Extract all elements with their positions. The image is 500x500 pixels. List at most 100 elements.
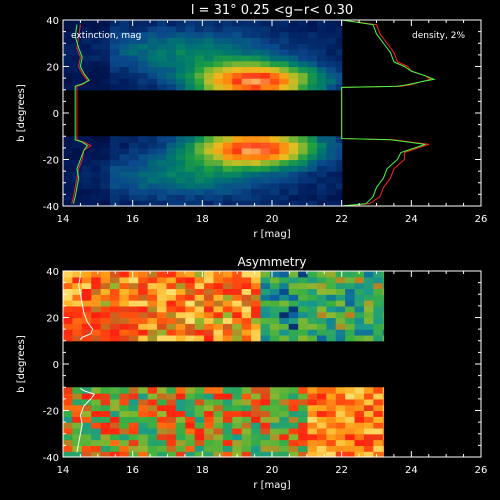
- panel2-heatmap-cell: [363, 439, 374, 446]
- panel1-heatmap-cell: [307, 136, 318, 143]
- panel2-heatmap-cell: [222, 439, 233, 446]
- panel1-heatmap-cell: [232, 60, 243, 68]
- panel2-heatmap-cell: [241, 276, 252, 284]
- panel2-heatmap-cell: [269, 288, 280, 295]
- panel1-heatmap-cell: [175, 142, 186, 149]
- panel2-heatmap-cell: [335, 294, 346, 301]
- panel2-heatmap-cell: [81, 288, 92, 295]
- panel2-heatmap-cell: [204, 282, 215, 290]
- panel1-heatmap-cell: [110, 159, 121, 166]
- panel2-heatmap-cell: [288, 398, 299, 406]
- panel2-heatmap-cell: [222, 323, 233, 330]
- panel2-heatmap-cell: [382, 451, 385, 458]
- panel2-heatmap-cell: [166, 393, 177, 400]
- panel2-heatmap-cell: [194, 294, 205, 301]
- panel1-heatmap-cell: [138, 200, 149, 207]
- panel2-heatmap-cell: [185, 451, 196, 458]
- panel2-heatmap-cell: [119, 276, 130, 284]
- panel2-heatmap-cell: [241, 271, 252, 278]
- panel2-heatmap-cell: [260, 300, 271, 307]
- panel2-heatmap-cell: [119, 271, 130, 278]
- panel1-heatmap-cell: [288, 188, 299, 195]
- panel2-heatmap-cell: [175, 323, 186, 330]
- panel2-heatmap-cell: [279, 427, 290, 435]
- panel2-heatmap-cell: [138, 276, 149, 284]
- panel1-heatmap-cell: [288, 182, 299, 190]
- panel1-heatmap-cell: [241, 182, 252, 190]
- panel1-heatmap-cell: [288, 31, 299, 39]
- panel2-heatmap-cell: [269, 427, 280, 435]
- panel2-heatmap-cell: [175, 393, 186, 400]
- panel1-heatmap-cell: [175, 136, 186, 143]
- panel2-heatmap-cell: [269, 398, 280, 406]
- panel1-heatmap-cell: [175, 171, 186, 178]
- panel1-heatmap-cell: [128, 83, 139, 91]
- panel1-heatmap-cell: [222, 43, 233, 50]
- panel1-heatmap-cell: [269, 43, 280, 50]
- panel1-heatmap-cell: [204, 153, 215, 161]
- panel1-heatmap-cell: [232, 83, 243, 91]
- panel2-heatmap-cell: [110, 445, 121, 452]
- panel1-heatmap-cell: [119, 171, 130, 178]
- panel1-heatmap-cell: [213, 165, 224, 172]
- panel2-heatmap-cell: [232, 398, 243, 406]
- panel2-heatmap-cell: [175, 294, 186, 301]
- panel2-heatmap-cell: [213, 445, 224, 452]
- panel2-heatmap-cell: [260, 427, 271, 435]
- panel2-heatmap-cell: [260, 271, 271, 278]
- panel2-heatmap-cell: [307, 317, 318, 324]
- panel1-heatmap-cell: [222, 153, 233, 161]
- panel1-heatmap-cell: [81, 83, 92, 91]
- panel2-heatmap-cell: [128, 334, 139, 342]
- panel2-heatmap-cell: [298, 288, 309, 295]
- panel2-heatmap-cell: [138, 433, 149, 441]
- panel1-heatmap-cell: [128, 200, 139, 207]
- panel1-heatmap-cell: [63, 83, 73, 91]
- panel2-heatmap-cell: [185, 410, 196, 417]
- panel1-heatmap-cell: [138, 49, 149, 56]
- panel2-heatmap-cell: [119, 300, 130, 307]
- panel2-heatmap-cell: [307, 393, 318, 400]
- panel1-heatmap-cell: [213, 83, 224, 91]
- panel2-heatmap-cell: [157, 300, 168, 307]
- panel2-heatmap-cell: [100, 311, 111, 319]
- panel1-heatmap-cell: [232, 176, 243, 184]
- panel2-heatmap-cell: [119, 305, 130, 313]
- panel1-heatmap-cell: [269, 153, 280, 161]
- panel2-heatmap-cell: [128, 317, 139, 324]
- panel1-heatmap-cell: [194, 20, 205, 27]
- panel2-heatmap-cell: [335, 422, 346, 429]
- panel1-heatmap-cell: [288, 165, 299, 172]
- panel2-heatmap-cell: [63, 294, 73, 301]
- panel1-heatmap-cell: [260, 176, 271, 184]
- panel1-heatmap-cell: [128, 60, 139, 68]
- panel2-heatmap-cell: [222, 305, 233, 313]
- panel1-heatmap-cell: [100, 31, 111, 39]
- panel2-heatmap-cell: [72, 404, 83, 412]
- panel2-heatmap-cell: [204, 398, 215, 406]
- panel2-ytick-label: -20: [43, 407, 59, 418]
- panel1-heatmap-cell: [298, 49, 309, 56]
- panel2-heatmap-cell: [119, 398, 130, 406]
- panel2-heatmap-cell: [222, 294, 233, 301]
- panel2-heatmap-cell: [345, 317, 356, 324]
- panel2-heatmap-cell: [298, 282, 309, 290]
- panel2-heatmap-cell: [354, 445, 365, 452]
- panel1-heatmap-cell: [147, 31, 158, 39]
- panel1-heatmap-cell: [316, 142, 327, 149]
- panel2-heatmap-cell: [251, 317, 262, 324]
- panel1-heatmap-cell: [260, 66, 271, 73]
- panel1-heatmap-cell: [175, 147, 186, 155]
- panel2-heatmap-cell: [81, 433, 92, 441]
- panel1-heatmap-cell: [316, 165, 327, 172]
- panel1-heatmap-cell: [100, 60, 111, 68]
- panel1-heatmap-cell: [81, 153, 92, 161]
- panel1-heatmap-cell: [307, 171, 318, 178]
- panel1-curve-green: [72, 24, 90, 204]
- panel1-heatmap-cell: [194, 147, 205, 155]
- panel1-heatmap-cell: [119, 25, 130, 33]
- panel1-heatmap-cell: [81, 54, 92, 62]
- panel1-heatmap-cell: [157, 188, 168, 195]
- panel2-heatmap-cell: [91, 451, 102, 458]
